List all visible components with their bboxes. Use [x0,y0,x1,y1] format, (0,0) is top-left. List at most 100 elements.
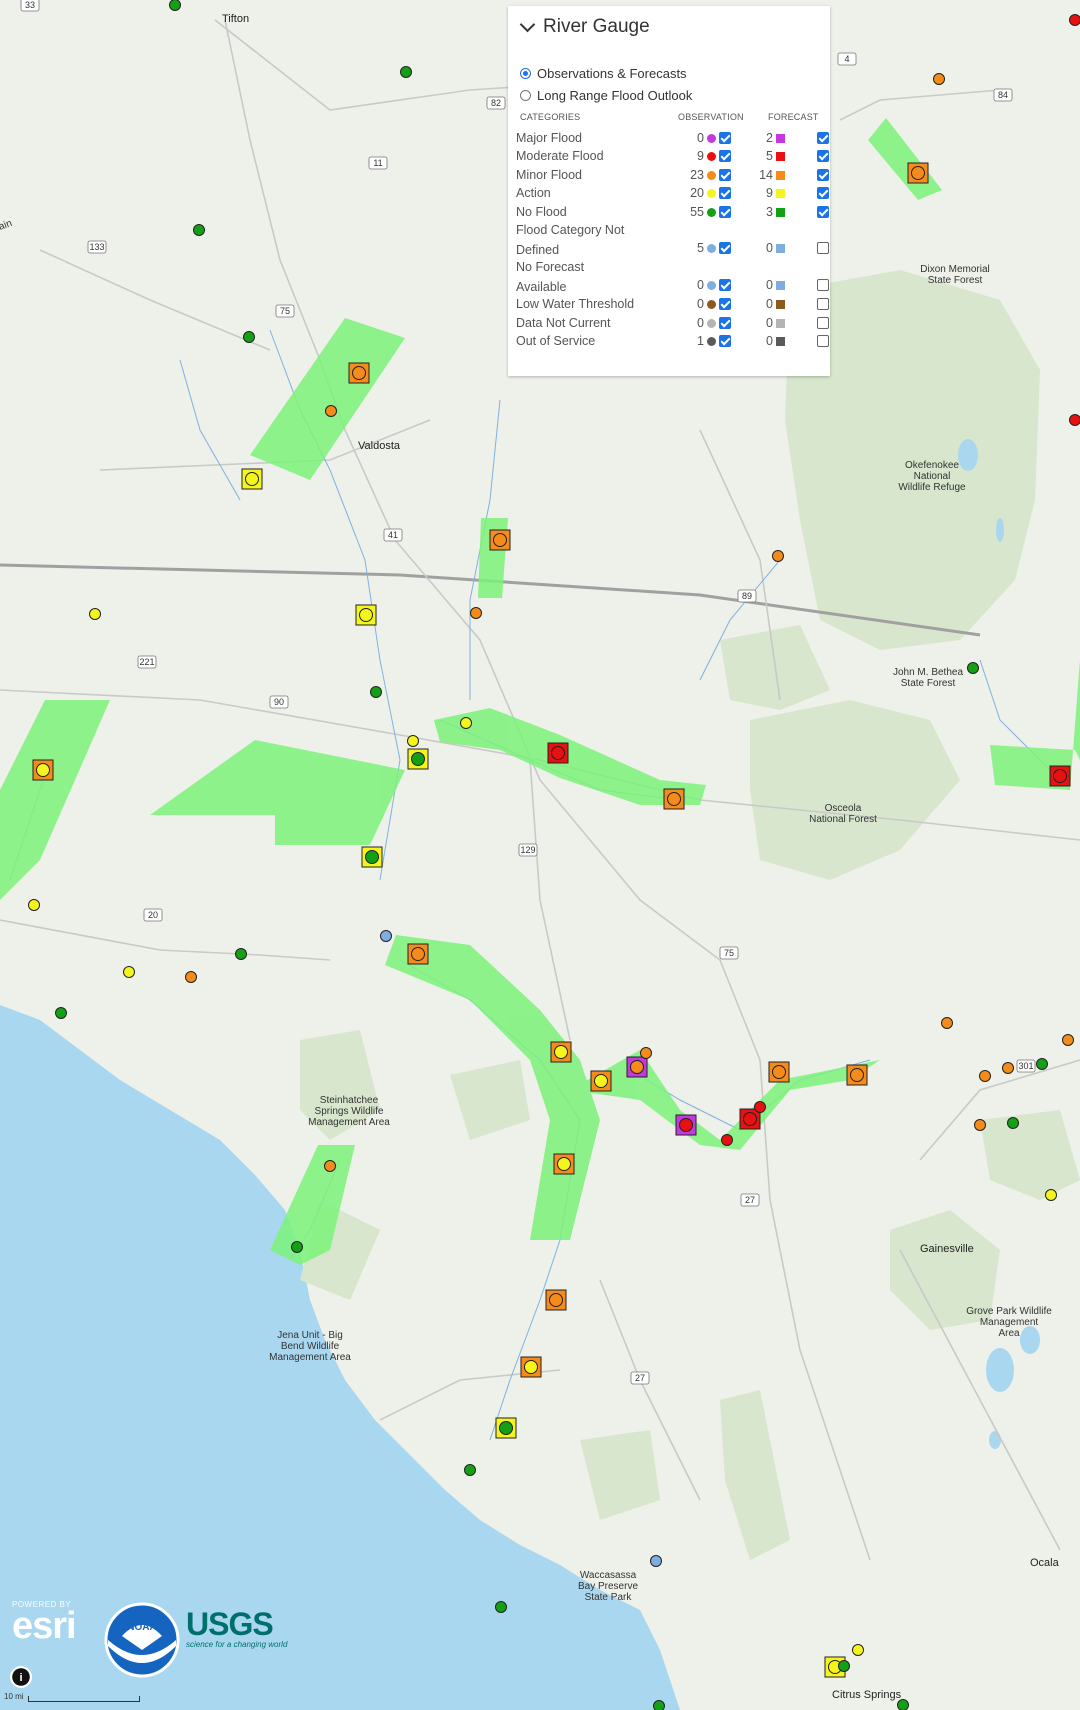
river-gauge-marker[interactable] [1069,414,1080,426]
river-gauge-marker[interactable] [1069,14,1080,26]
place-grove: Grove Park Wildlife Management Area [966,1306,1052,1339]
river-gauge-marker[interactable] [941,1017,953,1029]
river-gauge-marker[interactable] [590,1070,612,1092]
river-gauge-marker[interactable] [640,1047,652,1059]
river-gauge-marker[interactable] [460,717,472,729]
river-gauge-marker[interactable] [1002,1062,1014,1074]
info-icon[interactable]: i [12,1668,30,1686]
river-gauge-marker[interactable] [123,966,135,978]
radio-observations-forecasts[interactable]: Observations & Forecasts [520,66,687,81]
observation-checkbox[interactable] [719,298,731,310]
river-gauge-marker[interactable] [547,742,569,764]
river-gauge-marker[interactable] [235,948,247,960]
river-gauge-marker[interactable] [967,662,979,674]
observation-checkbox[interactable] [719,242,731,254]
observation-checkbox[interactable] [719,317,731,329]
forecast-checkbox[interactable] [817,317,829,329]
river-gauge-marker[interactable] [355,604,377,626]
forecast-checkbox[interactable] [817,335,829,347]
river-gauge-marker[interactable] [772,550,784,562]
river-gauge-marker[interactable] [324,1160,336,1172]
river-gauge-marker[interactable] [721,1134,733,1146]
river-gauge-marker[interactable] [470,607,482,619]
river-gauge-marker[interactable] [979,1070,991,1082]
river-gauge-marker[interactable] [380,930,392,942]
observation-count: 0 [697,316,704,330]
river-gauge-marker[interactable] [1036,1058,1048,1070]
info-button[interactable]: i [10,1666,32,1688]
river-gauge-marker[interactable] [897,1699,909,1710]
observation-checkbox[interactable] [719,335,731,347]
river-gauge-marker[interactable] [852,1644,864,1656]
observation-checkbox[interactable] [719,187,731,199]
river-gauge-marker[interactable] [550,1041,572,1063]
river-gauge-marker[interactable] [650,1555,662,1567]
river-gauge-marker[interactable] [291,1241,303,1253]
river-gauge-marker[interactable] [361,846,383,868]
river-gauge-marker[interactable] [32,759,54,781]
observation-checkbox[interactable] [719,132,731,144]
forecast-checkbox[interactable] [817,150,829,162]
observation-checkbox[interactable] [719,169,731,181]
river-gauge-marker[interactable] [838,1660,850,1672]
river-gauge-marker[interactable] [520,1356,542,1378]
river-gauge-marker[interactable] [933,73,945,85]
svg-text:27: 27 [745,1195,755,1205]
river-gauge-marker[interactable] [1049,765,1071,787]
legend-header[interactable]: River Gauge [518,16,650,38]
river-gauge-marker[interactable] [663,788,685,810]
river-gauge-marker[interactable] [974,1119,986,1131]
radio-selected-icon[interactable] [520,68,531,79]
forecast-checkbox[interactable] [817,187,829,199]
river-gauge-marker[interactable] [907,162,929,184]
svg-text:NOAA: NOAA [127,1622,156,1633]
river-gauge-marker[interactable] [675,1114,697,1136]
river-gauge-marker[interactable] [241,468,263,490]
river-gauge-marker[interactable] [626,1056,648,1078]
forecast-checkbox[interactable] [817,206,829,218]
river-gauge-marker[interactable] [243,331,255,343]
river-gauge-marker[interactable] [739,1108,761,1130]
river-gauge-marker[interactable] [553,1153,575,1175]
river-gauge-marker[interactable] [653,1700,665,1710]
forecast-checkbox[interactable] [817,298,829,310]
river-gauge-marker[interactable] [407,943,429,965]
radio-unselected-icon[interactable] [520,90,531,101]
river-gauge-marker[interactable] [370,686,382,698]
river-gauge-marker[interactable] [768,1061,790,1083]
river-gauge-marker[interactable] [1062,1034,1074,1046]
river-gauge-marker[interactable] [28,899,40,911]
forecast-checkbox[interactable] [817,242,829,254]
forecast-checkbox[interactable] [817,279,829,291]
observation-checkbox[interactable] [719,279,731,291]
gauge-markers[interactable] [28,0,1080,1710]
river-gauge-marker[interactable] [1007,1117,1019,1129]
observation-checkbox[interactable] [719,206,731,218]
radio-label: Long Range Flood Outlook [537,88,693,103]
river-gauge-marker[interactable] [545,1289,567,1311]
river-gauge-marker[interactable] [495,1601,507,1613]
river-gauge-marker[interactable] [55,1007,67,1019]
river-gauge-marker[interactable] [495,1417,517,1439]
roads [0,19,1080,1561]
river-gauge-marker[interactable] [89,608,101,620]
observation-checkbox[interactable] [719,150,731,162]
river-gauge-marker[interactable] [400,66,412,78]
river-gauge-marker[interactable] [193,224,205,236]
svg-text:27: 27 [635,1373,645,1383]
river-gauge-marker[interactable] [754,1101,766,1113]
radio-long-range-outlook[interactable]: Long Range Flood Outlook [520,88,692,103]
forecast-checkbox[interactable] [817,169,829,181]
river-gauge-marker[interactable] [407,748,429,770]
forecast-checkbox[interactable] [817,132,829,144]
river-gauge-marker[interactable] [1045,1189,1057,1201]
river-gauge-marker[interactable] [846,1064,868,1086]
river-gauge-marker[interactable] [185,971,197,983]
river-gauge-marker[interactable] [325,405,337,417]
chevron-down-icon[interactable] [519,16,536,32]
river-gauge-marker[interactable] [407,735,419,747]
river-gauge-marker[interactable] [489,529,511,551]
river-gauge-marker[interactable] [169,0,181,11]
river-gauge-marker[interactable] [348,362,370,384]
river-gauge-marker[interactable] [464,1464,476,1476]
